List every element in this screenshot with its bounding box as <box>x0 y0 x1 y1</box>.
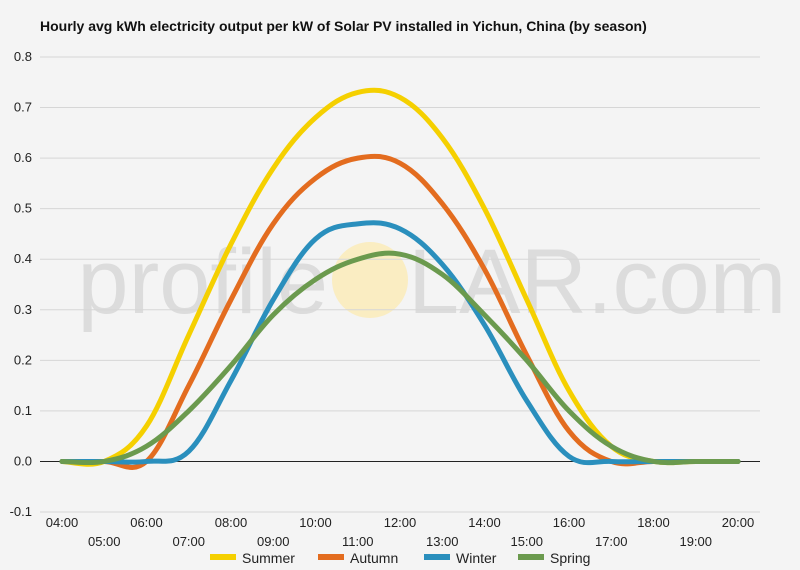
legend-label-spring: Spring <box>550 550 590 566</box>
watermark-text-left: profile <box>77 231 328 333</box>
legend-swatch-spring <box>518 554 544 560</box>
y-tick-label: 0.2 <box>14 352 32 367</box>
y-tick-label: 0.0 <box>14 453 32 468</box>
legend-swatch-summer <box>210 554 236 560</box>
x-tick-label: 09:00 <box>257 534 290 549</box>
x-tick-label: 17:00 <box>595 534 628 549</box>
series-lines <box>59 87 741 470</box>
chart-title: Hourly avg kWh electricity output per kW… <box>40 18 647 34</box>
x-tick-label: 16:00 <box>553 515 586 530</box>
y-tick-label: 0.1 <box>14 403 32 418</box>
x-tick-label: 07:00 <box>172 534 205 549</box>
legend: Summer Autumn Winter Spring <box>210 550 590 566</box>
y-tick-label: 0.5 <box>14 201 32 216</box>
x-tick-label: 18:00 <box>637 515 670 530</box>
watermark-text-right: LAR.com <box>408 231 786 333</box>
y-tick-label: 0.8 <box>14 49 32 64</box>
x-tick-label: 13:00 <box>426 534 459 549</box>
x-tick-label: 06:00 <box>130 515 163 530</box>
legend-swatch-autumn <box>318 554 344 560</box>
legend-swatch-winter <box>424 554 450 560</box>
legend-label-summer: Summer <box>242 550 295 566</box>
y-tick-label: 0.7 <box>14 100 32 115</box>
x-tick-label: 19:00 <box>679 534 712 549</box>
x-tick-label: 12:00 <box>384 515 417 530</box>
y-tick-label: -0.1 <box>10 504 32 519</box>
y-tick-label: 0.6 <box>14 150 32 165</box>
x-tick-label: 04:00 <box>46 515 79 530</box>
legend-label-winter: Winter <box>456 550 497 566</box>
legend-label-autumn: Autumn <box>350 550 398 566</box>
x-tick-label: 15:00 <box>510 534 543 549</box>
watermark: profile LAR.com <box>77 231 786 333</box>
y-tick-label: 0.4 <box>14 251 32 266</box>
x-tick-label: 05:00 <box>88 534 121 549</box>
series-line-winter <box>59 220 741 466</box>
x-tick-label: 14:00 <box>468 515 501 530</box>
x-tick-label: 10:00 <box>299 515 332 530</box>
series-line-spring <box>59 250 741 466</box>
x-tick-label: 08:00 <box>215 515 248 530</box>
x-tick-label: 20:00 <box>722 515 755 530</box>
x-tick-label: 11:00 <box>342 534 374 549</box>
y-tick-label: 0.3 <box>14 302 32 317</box>
